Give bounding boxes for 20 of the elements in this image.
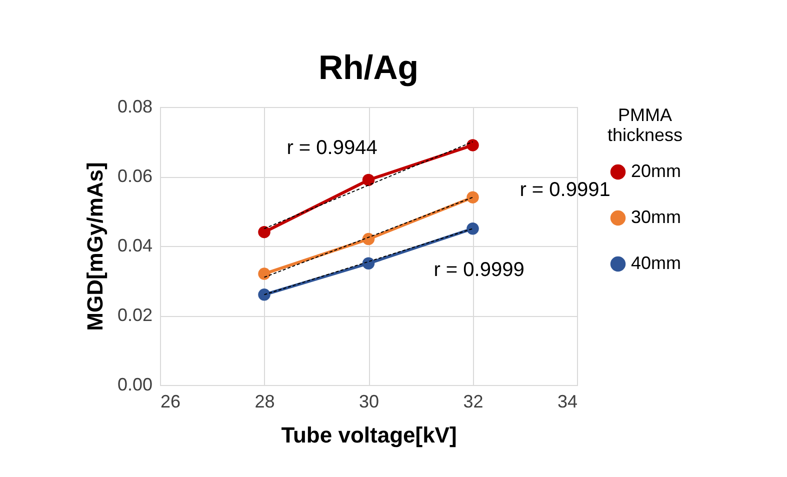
x-tick-label: 28 [254, 392, 275, 412]
annotation: r = 0.9991 [520, 179, 610, 201]
y-tick-label: 0.06 [117, 166, 152, 186]
x-tick-label: 32 [463, 392, 484, 412]
x-tick-label: 30 [358, 392, 380, 412]
legend-title: PMMA thickness [607, 105, 683, 145]
y-tick-label: 0.04 [117, 236, 152, 256]
legend-label: 40mm [631, 253, 682, 273]
x-axis-title: Tube voltage[kV] [281, 422, 457, 448]
chart-title: Rh/Ag [318, 49, 419, 87]
x-tick-label: 26 [160, 392, 181, 412]
x-tick-label: 34 [557, 392, 578, 412]
y-axis-title: MGD[mGy/mAs] [82, 162, 108, 331]
legend-label: 20mm [631, 161, 682, 181]
y-tick-label: 0.00 [117, 374, 152, 394]
y-tick-label: 0.02 [117, 305, 152, 325]
annotation: r = 0.9944 [286, 137, 378, 159]
annotation: r = 0.9999 [434, 259, 524, 281]
y-tick-label: 0.08 [117, 96, 152, 116]
legend-label: 30mm [631, 207, 682, 227]
